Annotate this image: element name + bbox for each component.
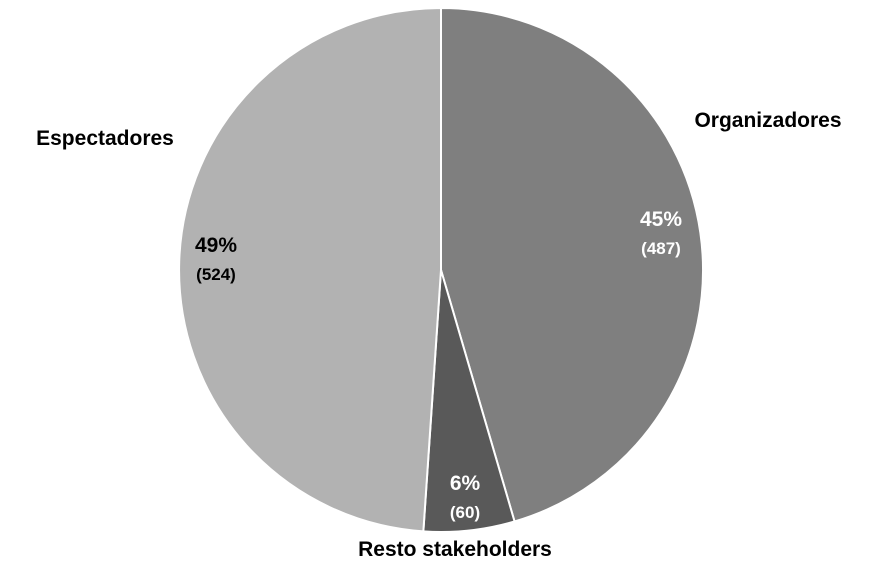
slice-category-label: Resto stakeholders [358,538,552,561]
slice-count-label: (487) [641,239,681,258]
pie-category-labels: Organizadores Resto stakeholders Espectado… [36,109,841,561]
pie-slice-espectadores [178,6,442,533]
slice-category-label: Organizadores [694,109,841,132]
slice-category-label: Espectadores [36,127,174,150]
slice-percent-label: 6% [450,472,481,495]
pie-slice-organizadores [440,6,705,523]
slice-count-label: (524) [196,265,236,284]
slice-count-label: (60) [450,503,480,522]
pie-slices [178,6,705,533]
slice-percent-label: 45% [640,208,682,231]
slice-percent-label: 49% [195,234,237,257]
pie-inner-labels: 45% (487) 6% (60) 49% (524) [195,208,682,522]
